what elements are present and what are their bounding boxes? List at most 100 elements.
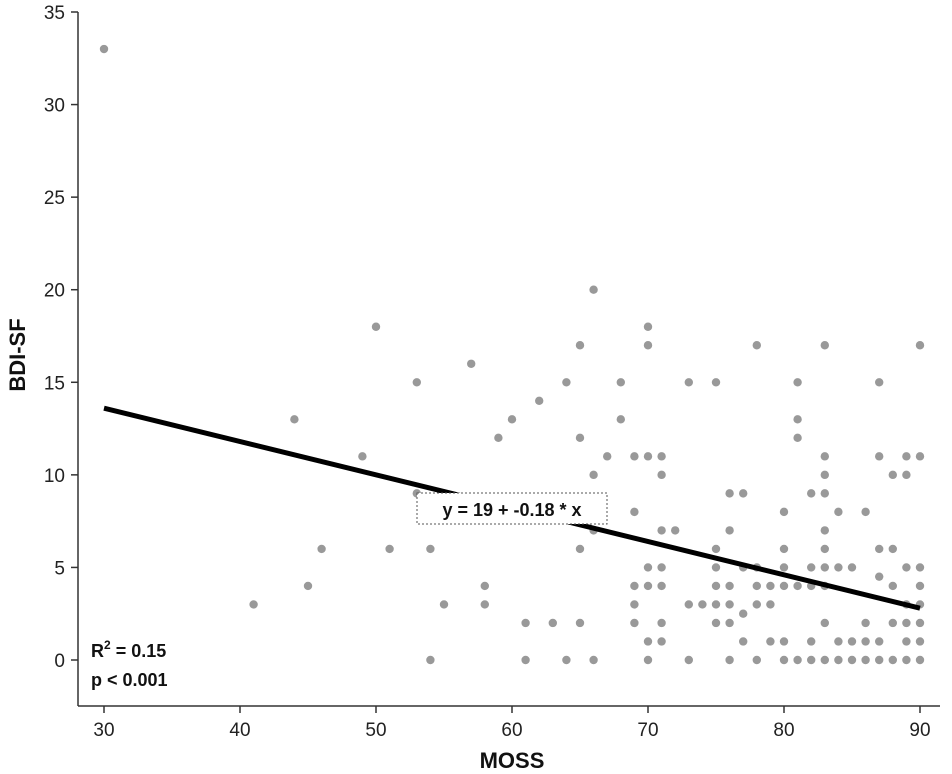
data-point (657, 470, 666, 480)
x-tick-label: 70 (637, 720, 658, 741)
data-point (779, 581, 789, 591)
data-point (684, 378, 693, 387)
data-point (657, 581, 666, 591)
data-point (358, 452, 367, 461)
data-point (630, 581, 639, 591)
data-point (915, 655, 925, 665)
data-point (480, 600, 489, 609)
data-point (820, 563, 829, 572)
data-point (739, 609, 748, 618)
data-point (711, 563, 721, 572)
data-point (99, 44, 109, 54)
data-point (793, 378, 802, 387)
data-point (875, 544, 884, 554)
data-point (820, 452, 829, 461)
data-point (684, 655, 693, 665)
data-point (875, 637, 884, 646)
data-point (385, 544, 394, 554)
data-point (589, 655, 598, 665)
data-point (643, 563, 653, 572)
data-point (779, 637, 789, 646)
data-point (752, 581, 761, 591)
axis-ticks: 30 40 50 60 70 80 90 0 5 10 15 20 25 30 35 (44, 3, 931, 741)
data-point (752, 655, 761, 665)
data-point (725, 581, 734, 591)
y-tick-label: 0 (54, 651, 65, 672)
data-point (630, 618, 639, 628)
data-point (616, 378, 625, 387)
x-tick-label: 40 (229, 720, 250, 741)
data-point (317, 544, 326, 554)
data-point (915, 452, 925, 461)
data-point (820, 341, 829, 350)
data-point (915, 563, 925, 572)
data-point (902, 452, 911, 461)
data-point (861, 618, 870, 628)
data-point (888, 470, 897, 480)
data-point (711, 618, 721, 628)
data-point (834, 563, 843, 572)
data-point (902, 470, 911, 480)
data-point (793, 581, 802, 591)
y-tick-label: 25 (44, 188, 65, 209)
data-point (480, 581, 489, 591)
x-tick-label: 80 (773, 720, 794, 741)
data-points (99, 44, 925, 665)
data-point (290, 415, 299, 424)
data-point (412, 378, 421, 387)
x-tick-label: 90 (909, 720, 930, 741)
equation-box: y = 19 + -0.18 * x (416, 492, 608, 525)
data-point (875, 572, 884, 581)
data-point (657, 637, 666, 646)
data-point (643, 452, 653, 461)
data-point (630, 507, 639, 517)
data-point (752, 341, 761, 350)
data-point (562, 378, 571, 387)
data-point (807, 655, 816, 665)
data-point (902, 563, 911, 572)
data-point (861, 637, 870, 646)
data-point (793, 655, 802, 665)
data-point (847, 655, 857, 665)
data-point (467, 359, 476, 368)
y-tick-label: 5 (54, 558, 65, 579)
data-point (711, 581, 721, 591)
data-point (820, 544, 829, 554)
data-point (303, 581, 313, 591)
data-point (888, 544, 897, 554)
data-point (671, 526, 680, 535)
data-point (739, 489, 748, 498)
data-point (698, 600, 707, 609)
data-point (494, 433, 503, 443)
data-point (779, 544, 789, 554)
data-point (834, 655, 843, 665)
data-point (657, 618, 666, 628)
data-point (888, 581, 897, 591)
data-point (793, 415, 802, 424)
data-point (643, 341, 653, 350)
data-point (643, 655, 653, 665)
x-tick-label: 50 (365, 720, 386, 741)
data-point (820, 470, 829, 480)
equation-label: y = 19 + -0.18 * x (442, 500, 581, 520)
data-point (684, 600, 693, 609)
data-point (820, 526, 829, 535)
data-point (616, 415, 625, 424)
data-point (725, 526, 734, 535)
data-point (915, 637, 925, 646)
data-point (861, 655, 870, 665)
data-point (779, 507, 789, 517)
data-point (834, 507, 843, 517)
data-point (902, 655, 911, 665)
data-point (875, 452, 884, 461)
data-point (807, 637, 816, 646)
data-point (779, 563, 789, 572)
data-point (575, 544, 585, 554)
data-point (820, 618, 829, 628)
data-point (657, 563, 666, 572)
data-point (657, 452, 666, 461)
data-point (711, 378, 721, 387)
data-point (589, 285, 598, 294)
x-tick-label: 30 (93, 720, 114, 741)
data-point (861, 507, 870, 517)
